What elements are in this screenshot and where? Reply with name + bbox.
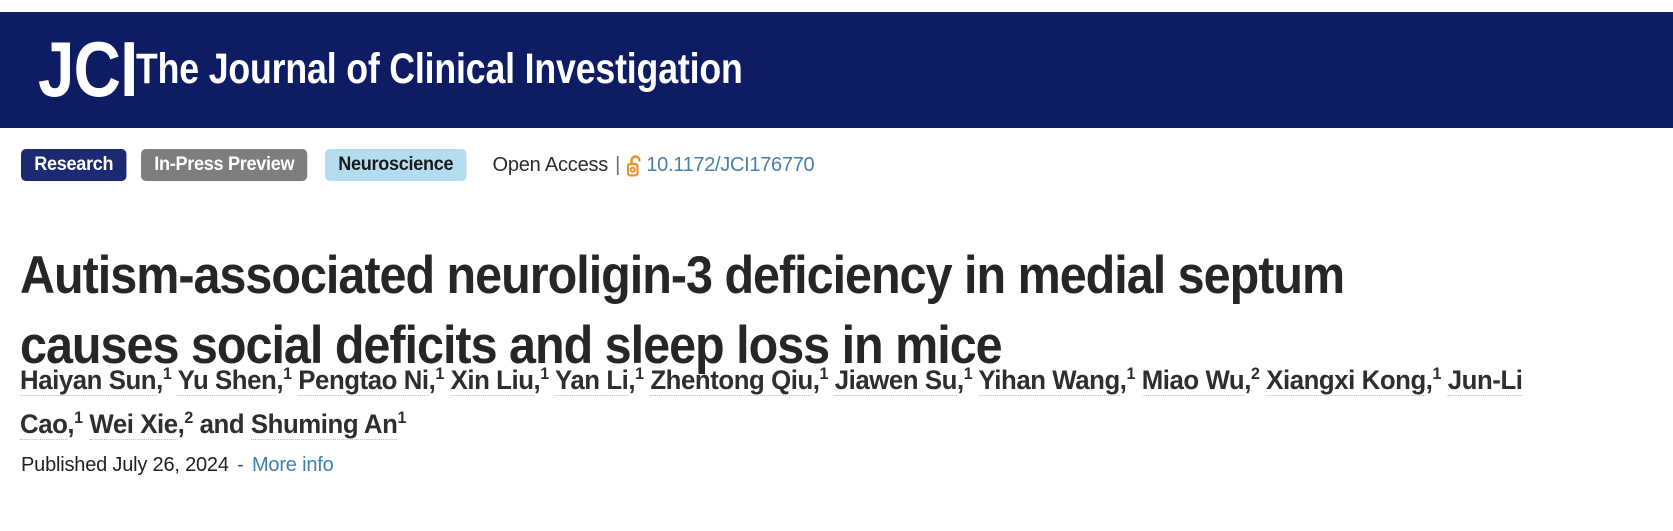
author-separator: , [177, 409, 185, 439]
meta-separator: | [615, 153, 621, 176]
author-conjunction: and [199, 409, 251, 439]
author-separator: , [156, 365, 163, 395]
author-affiliation-marker: 1 [435, 364, 444, 383]
jci-logo-mark: JCI [38, 25, 138, 114]
journal-title-text: The Journal of Clinical Investigation [136, 45, 744, 94]
author-affiliation-marker: 2 [1250, 364, 1260, 383]
author-affiliation-marker: 1 [963, 364, 973, 383]
author-link[interactable]: Xiangxi Kong [1266, 365, 1426, 396]
author-link[interactable]: Shuming An [250, 409, 398, 440]
author-affiliation-marker: 1 [635, 364, 644, 383]
author-affiliation-marker: 1 [819, 364, 829, 383]
journal-logo[interactable]: JCI The Journal of Clinical Investigatio… [0, 25, 867, 114]
author-link[interactable]: Jiawen Su [834, 365, 957, 396]
author-separator: , [1119, 365, 1127, 395]
author-affiliation-marker: 1 [540, 364, 549, 383]
publication-separator: - [237, 454, 244, 476]
author-separator: , [1244, 365, 1251, 395]
badge-in-press-preview[interactable]: In-Press Preview [141, 149, 308, 181]
author-link[interactable]: Wei Xie [89, 409, 178, 440]
article-title: Autism-associated neuroligin-3 deficienc… [20, 245, 1345, 375]
author-affiliation-marker: 1 [397, 408, 406, 427]
article-meta-badges: Research In-Press Preview Neuroscience O… [21, 149, 815, 181]
author-link[interactable]: Yu Shen [177, 365, 277, 396]
author-affiliation-marker: 1 [1432, 364, 1442, 383]
author-affiliation-marker: 1 [162, 364, 172, 383]
author-separator: , [428, 365, 436, 395]
open-access-group: Open Access | 10.1172/JCI176770 [492, 153, 815, 177]
author-separator: , [67, 409, 75, 439]
open-access-label: Open Access [492, 153, 609, 176]
author-affiliation-marker: 2 [184, 408, 193, 427]
author-separator: , [956, 365, 964, 395]
author-separator: , [533, 365, 541, 395]
author-link[interactable]: Haiyan Sun [20, 365, 157, 396]
author-link[interactable]: Yihan Wang [978, 365, 1120, 396]
author-link[interactable]: Yan Li [555, 365, 629, 396]
author-affiliation-marker: 1 [283, 364, 292, 383]
doi-link[interactable]: 10.1172/JCI176770 [646, 153, 815, 176]
author-link[interactable]: Xin Liu [450, 365, 534, 396]
open-lock-icon [627, 154, 644, 177]
author-affiliation-marker: 1 [1126, 364, 1136, 383]
badge-research[interactable]: Research [21, 149, 127, 181]
site-masthead: JCI The Journal of Clinical Investigatio… [0, 12, 1673, 128]
author-separator: , [812, 365, 820, 395]
author-separator: , [1425, 365, 1433, 395]
author-link[interactable]: Zhentong Qiu [650, 365, 813, 396]
published-date: Published July 26, 2024 [21, 454, 229, 476]
author-link[interactable]: Miao Wu [1141, 365, 1245, 396]
more-info-link[interactable]: More info [251, 454, 334, 476]
author-affiliation-marker: 1 [74, 408, 83, 427]
author-separator: , [628, 365, 636, 395]
publication-line: Published July 26, 2024 - More info [21, 454, 334, 477]
author-list: Haiyan Sun,1 Yu Shen,1 Pengtao Ni,1 Xin … [20, 358, 1548, 446]
author-link[interactable]: Pengtao Ni [298, 365, 429, 396]
badge-subject-neuroscience[interactable]: Neuroscience [325, 149, 468, 181]
author-separator: , [276, 365, 284, 395]
author-link[interactable]: Jun-Li Cao [20, 365, 1523, 440]
